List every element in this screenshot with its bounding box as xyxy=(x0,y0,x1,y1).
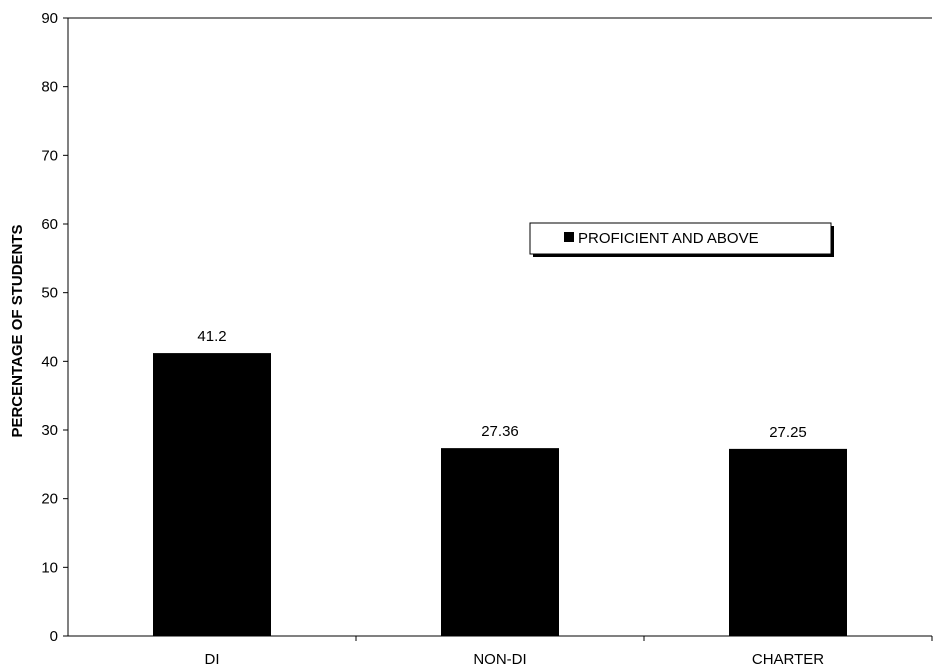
y-tick-label: 70 xyxy=(41,147,58,164)
y-tick-label: 0 xyxy=(50,628,58,645)
bars xyxy=(153,353,847,636)
bar xyxy=(153,353,271,636)
category-label: NON-DI xyxy=(473,651,526,668)
y-tick-label: 50 xyxy=(41,285,58,302)
legend-swatch xyxy=(564,232,574,242)
y-tick-label: 90 xyxy=(41,10,58,27)
y-axis-ticks: 0 10 20 30 40 50 60 70 80 90 xyxy=(41,10,68,645)
data-label: 27.25 xyxy=(769,424,807,441)
legend-box xyxy=(529,222,832,255)
category-label: CHARTER xyxy=(752,651,824,668)
data-label: 41.2 xyxy=(197,328,226,345)
legend: PROFICIENT AND ABOVE xyxy=(529,222,834,257)
y-axis-title: PERCENTAGE OF STUDENTS xyxy=(9,224,26,437)
category-labels: DI NON-DI CHARTER xyxy=(205,636,933,668)
data-label: 27.36 xyxy=(481,423,519,440)
category-label: DI xyxy=(205,651,220,668)
bar xyxy=(729,448,847,636)
y-tick-label: 60 xyxy=(41,216,58,233)
bar xyxy=(441,448,559,636)
y-tick-label: 10 xyxy=(41,559,58,576)
y-tick-label: 40 xyxy=(41,353,58,370)
y-tick-label: 30 xyxy=(41,422,58,439)
data-labels: 41.2 27.36 27.25 xyxy=(197,328,806,441)
y-tick-label: 80 xyxy=(41,79,58,96)
legend-label: PROFICIENT AND ABOVE xyxy=(578,230,759,247)
y-tick-label: 20 xyxy=(41,491,58,508)
